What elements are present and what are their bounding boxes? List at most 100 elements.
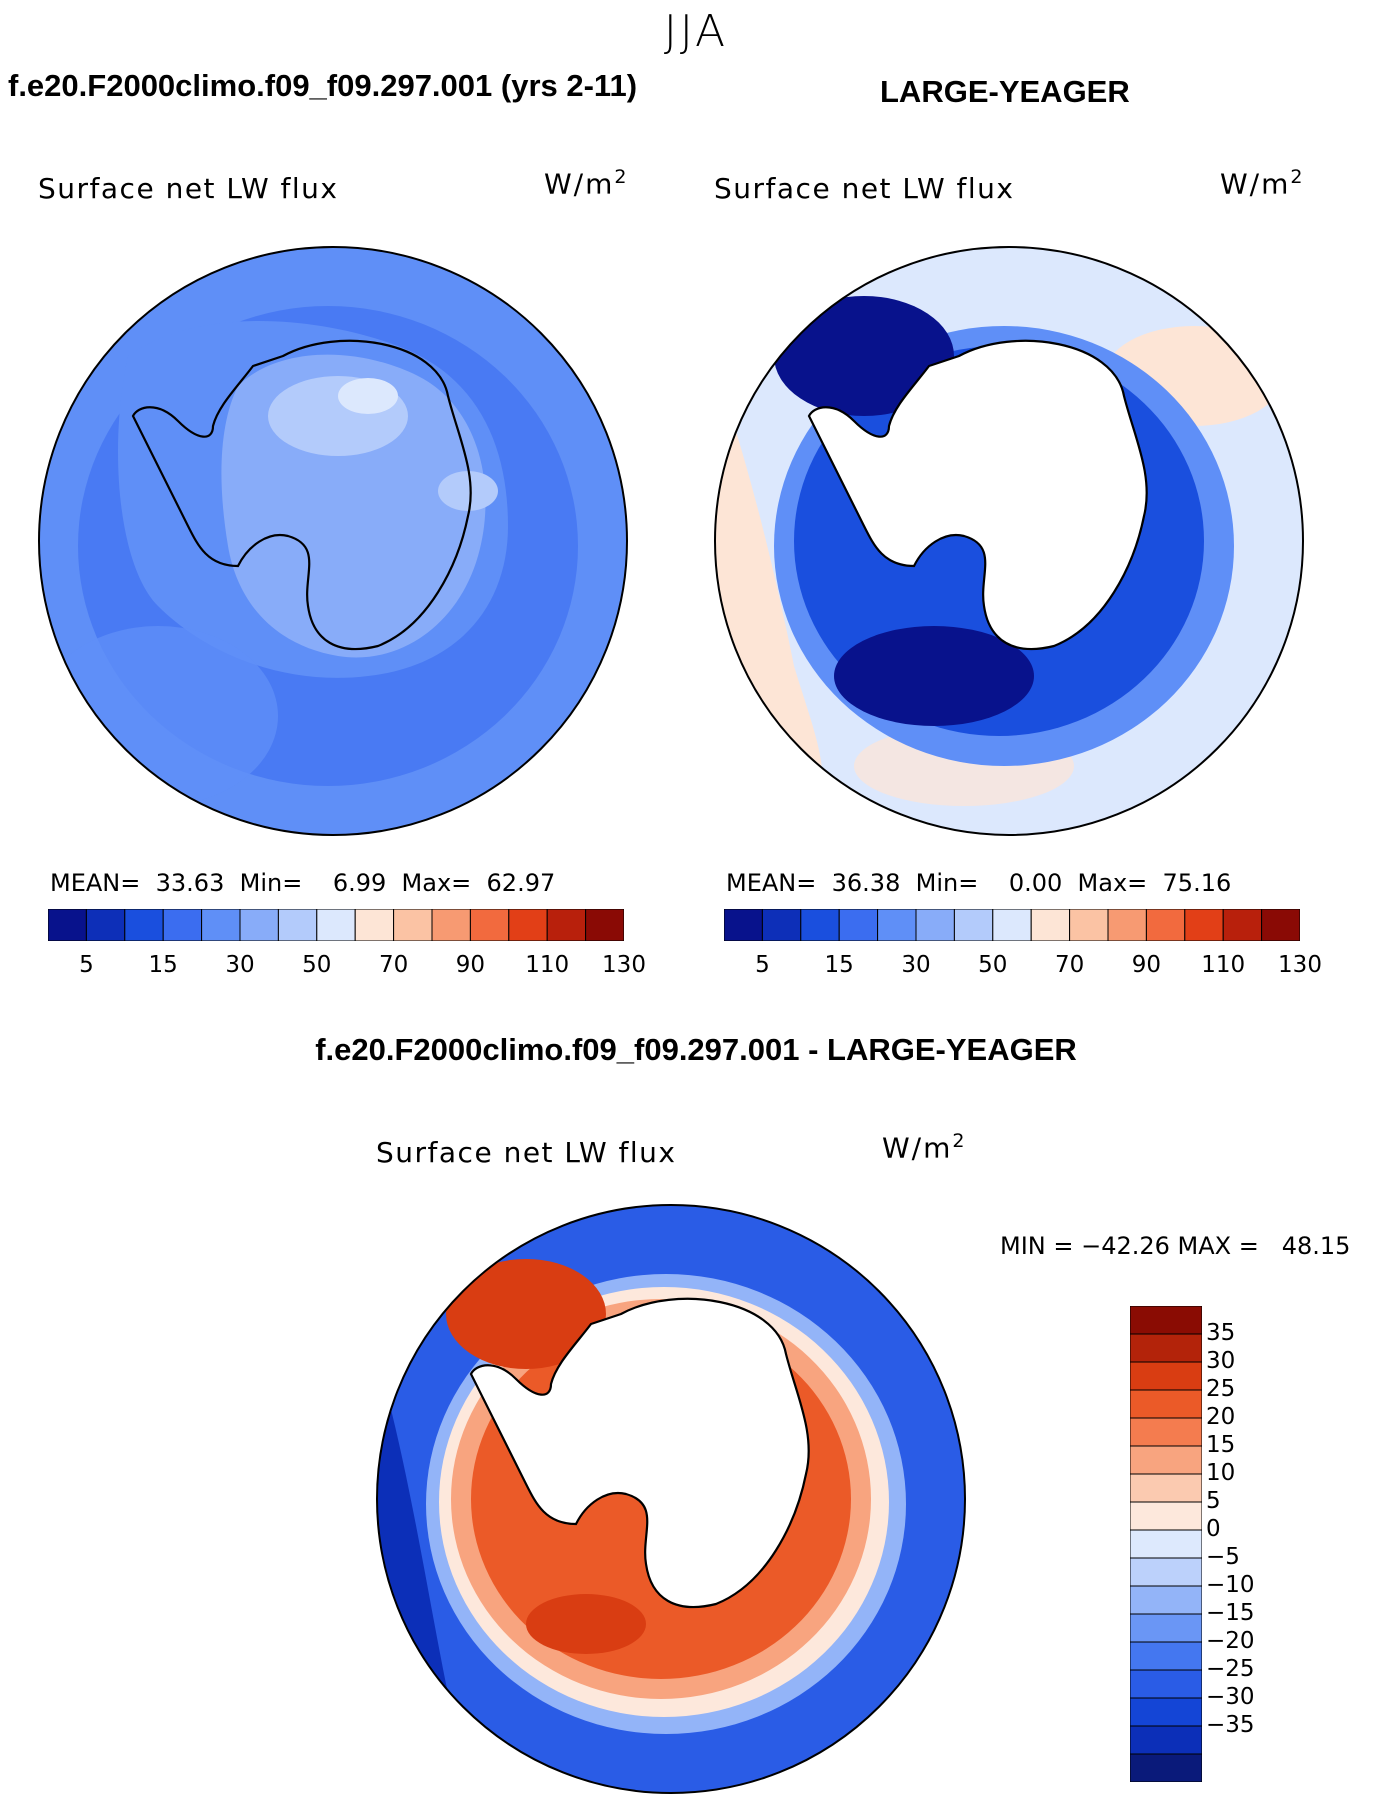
colorbar-tick-label: 5 — [79, 952, 94, 978]
left-contour-high-2 — [438, 471, 498, 511]
colorbar-swatch — [877, 909, 917, 941]
colorbar-swatch — [1184, 909, 1224, 941]
colorbar-tick-label: −30 — [1206, 1684, 1255, 1710]
colorbar-tick-label: 20 — [1206, 1404, 1236, 1430]
colorbar-tick-label: 25 — [1206, 1376, 1236, 1402]
colorbar-tick-label: 130 — [1278, 952, 1322, 978]
right-map-border — [714, 246, 1304, 836]
left-stats: MEAN= 33.63 Min= 6.99 Max= 62.97 — [50, 869, 556, 897]
colorbar-swatch — [1130, 1725, 1202, 1755]
left-panel-title: f.e20.F2000climo.f09_f09.297.001 (yrs 2-… — [8, 68, 638, 103]
colorbar-swatch — [1030, 909, 1071, 941]
colorbar-swatch — [953, 909, 994, 941]
colorbar-swatch — [1130, 1361, 1202, 1391]
colorbar-swatch — [316, 909, 356, 941]
right-units: W/m2 — [1220, 166, 1305, 201]
colorbar-swatch — [1130, 1333, 1202, 1363]
colorbar-swatch — [1130, 1613, 1202, 1643]
colorbar-swatch — [1130, 1473, 1202, 1503]
colorbar-tick-label: 5 — [755, 952, 770, 978]
right-contour-5-nw — [774, 296, 954, 416]
colorbar-swatch — [1130, 1697, 1202, 1727]
colorbar-swatch — [1222, 909, 1263, 941]
colorbar-swatch — [277, 909, 318, 941]
left-field-label: Surface net LW flux — [38, 172, 339, 205]
colorbar-swatch — [1261, 909, 1300, 941]
colorbar-tick-label: 10 — [1206, 1460, 1236, 1486]
colorbar-tick-label: 90 — [1131, 952, 1162, 978]
diff-colorbar — [1130, 1306, 1202, 1782]
diff-contour-30-s — [526, 1594, 646, 1654]
colorbar-tick-label: 30 — [901, 952, 931, 978]
colorbar-swatch — [354, 909, 395, 941]
left-colorbar — [48, 909, 624, 941]
colorbar-swatch — [1130, 1557, 1202, 1587]
colorbar-swatch — [1130, 1641, 1202, 1671]
right-panel-title: LARGE-YEAGER — [880, 74, 1130, 109]
colorbar-tick-label: 35 — [1206, 1320, 1236, 1346]
colorbar-swatch — [1130, 1585, 1202, 1615]
colorbar-tick-label: 50 — [978, 952, 1008, 978]
diff-units: W/m2 — [882, 1130, 967, 1165]
colorbar-swatch — [85, 909, 126, 941]
colorbar-tick-label: 15 — [1206, 1432, 1236, 1458]
right-stats: MEAN= 36.38 Min= 0.00 Max= 75.16 — [726, 869, 1232, 897]
left-units: W/m2 — [544, 166, 629, 201]
colorbar-swatch — [915, 909, 955, 941]
colorbar-swatch — [1130, 1753, 1202, 1782]
left-colorbar-ticks: 5 15 30 50 70 90 110 130 — [48, 952, 646, 982]
colorbar-swatch — [239, 909, 279, 941]
colorbar-swatch — [1130, 1501, 1202, 1531]
colorbar-swatch — [1130, 1389, 1202, 1419]
colorbar-swatch — [724, 909, 763, 941]
colorbar-tick-label: 30 — [1206, 1348, 1236, 1374]
colorbar-swatch — [201, 909, 241, 941]
colorbar-tick-label: −35 — [1206, 1712, 1255, 1738]
diff-contour-30-nw — [446, 1259, 606, 1369]
diff-field-label: Surface net LW flux — [376, 1136, 677, 1169]
colorbar-swatch — [124, 909, 164, 941]
diff-panel-title: f.e20.F2000climo.f09_f09.297.001 - LARGE… — [315, 1032, 1077, 1067]
colorbar-tick-label: 50 — [302, 952, 332, 978]
colorbar-tick-label: 5 — [1206, 1488, 1221, 1514]
left-coastline — [131, 339, 472, 651]
left-contour-sw — [39, 626, 278, 806]
colorbar-tick-label: 15 — [148, 952, 178, 978]
colorbar-tick-label: −25 — [1206, 1656, 1255, 1682]
colorbar-tick-label: 70 — [1054, 952, 1085, 978]
right-coastline — [807, 339, 1148, 651]
colorbar-tick-label: 30 — [225, 952, 255, 978]
colorbar-tick-label: 15 — [824, 952, 854, 978]
colorbar-swatch — [508, 909, 548, 941]
colorbar-tick-label: −10 — [1206, 1572, 1255, 1598]
right-colorbar-ticks: 5 15 30 50 70 90 110 130 — [724, 952, 1322, 982]
right-field-label: Surface net LW flux — [714, 172, 1015, 205]
left-contour-max — [338, 378, 398, 414]
colorbar-swatch — [1130, 1529, 1202, 1559]
right-contour-5-s — [834, 626, 1034, 726]
colorbar-swatch — [1107, 909, 1147, 941]
colorbar-swatch — [585, 909, 624, 941]
colorbar-tick-label: −5 — [1206, 1544, 1240, 1570]
diff-coastline — [469, 1297, 810, 1609]
diff-colorbar-ticks: 35 30 25 20 15 10 5 0 −5 −10 −15 −20 −25 −30 −35 — [1206, 1306, 1316, 1782]
right-colorbar — [724, 909, 1300, 941]
colorbar-swatch — [838, 909, 879, 941]
left-map-border — [38, 246, 628, 836]
diff-polar-map — [376, 1204, 966, 1794]
colorbar-swatch — [1130, 1417, 1202, 1447]
colorbar-swatch — [546, 909, 587, 941]
colorbar-tick-label: 90 — [455, 952, 486, 978]
colorbar-swatch — [1145, 909, 1186, 941]
colorbar-swatch — [800, 909, 840, 941]
diff-map-border — [376, 1204, 966, 1794]
colorbar-tick-label: −15 — [1206, 1600, 1255, 1626]
left-polar-map — [38, 246, 628, 836]
colorbar-swatch — [1130, 1445, 1202, 1475]
colorbar-tick-label: 70 — [378, 952, 409, 978]
colorbar-swatch — [1069, 909, 1109, 941]
colorbar-swatch — [469, 909, 510, 941]
colorbar-swatch — [162, 909, 203, 941]
season-title: JJA — [663, 6, 729, 57]
colorbar-tick-label: 110 — [1201, 952, 1246, 978]
